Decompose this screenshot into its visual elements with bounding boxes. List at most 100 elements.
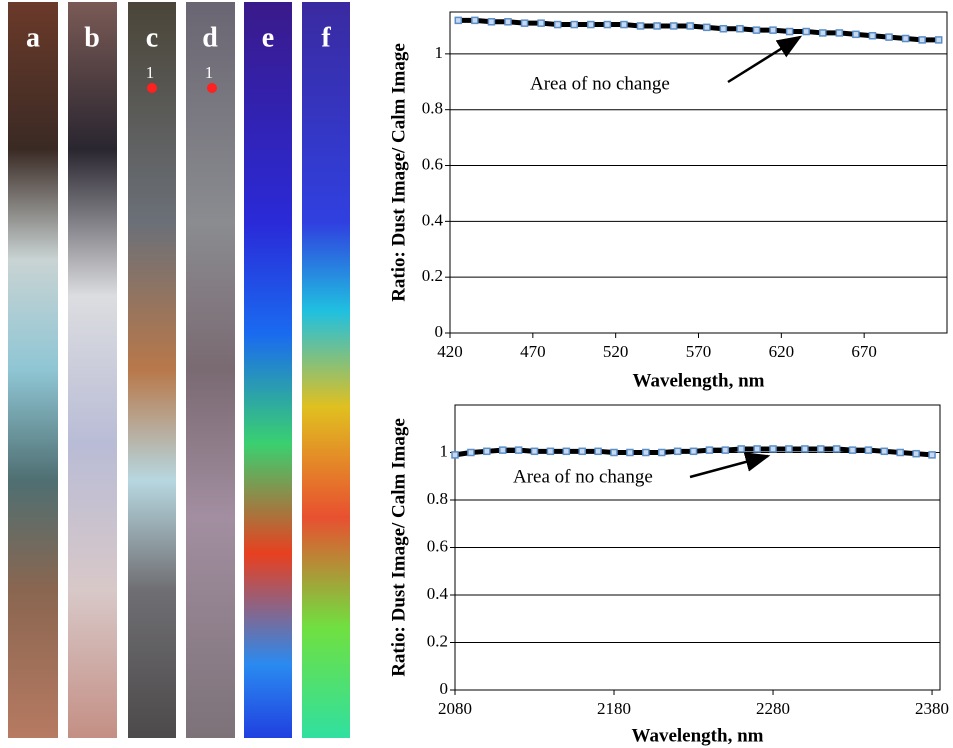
x-tick-label: 2380 xyxy=(915,699,949,718)
data-point xyxy=(816,445,825,453)
data-point xyxy=(537,19,545,27)
y-tick-label: 0.8 xyxy=(427,489,448,508)
data-point xyxy=(471,16,479,25)
panel-label: c xyxy=(146,22,158,53)
data-point xyxy=(553,20,562,29)
data-point xyxy=(603,20,612,29)
data-point xyxy=(832,445,841,453)
point-marker xyxy=(147,83,157,93)
y-tick-label: 0.8 xyxy=(422,99,443,118)
x-tick-label: 420 xyxy=(437,342,463,361)
data-point xyxy=(801,445,809,453)
marker-label: 1 xyxy=(205,63,214,82)
x-tick-label: 2080 xyxy=(438,699,472,718)
data-point xyxy=(880,447,889,456)
data-point xyxy=(504,18,512,26)
data-point xyxy=(483,447,491,456)
x-tick-label: 520 xyxy=(603,342,629,361)
image-strip xyxy=(244,2,292,738)
x-tick-label: 570 xyxy=(686,342,712,361)
data-point xyxy=(719,24,728,33)
y-tick-label: 0 xyxy=(435,322,444,341)
x-tick-label: 2280 xyxy=(756,699,790,718)
data-point xyxy=(642,448,650,457)
x-tick-label: 620 xyxy=(769,342,795,361)
data-point xyxy=(785,445,793,453)
panel-label: e xyxy=(262,22,274,53)
data-point xyxy=(736,24,744,33)
data-point xyxy=(451,451,459,459)
y-tick-label: 0.4 xyxy=(422,210,444,229)
x-tick-label: 2180 xyxy=(597,699,631,718)
y-axis-title: Ratio: Dust Image/ Calm Image xyxy=(388,43,409,302)
image-strip xyxy=(68,2,117,738)
data-point xyxy=(673,447,682,456)
data-point xyxy=(752,26,761,34)
data-point xyxy=(934,36,943,44)
plot-frame xyxy=(449,11,948,334)
x-axis-title: Wavelength, nm xyxy=(632,725,764,746)
data-point xyxy=(626,448,634,457)
y-axis-title: Ratio: Dust Image/ Calm Image xyxy=(388,418,409,677)
data-point xyxy=(928,451,936,459)
data-point xyxy=(570,20,578,29)
data-point xyxy=(467,448,475,457)
data-point xyxy=(514,446,523,454)
y-tick-label: 0 xyxy=(440,679,449,698)
annotation-arrow xyxy=(689,452,771,479)
y-tick-label: 0.6 xyxy=(427,536,448,555)
data-point xyxy=(737,445,745,453)
data-point xyxy=(769,445,777,453)
image-strips xyxy=(8,2,350,738)
data-point xyxy=(487,18,496,26)
data-point xyxy=(546,447,555,456)
x-axis-title: Wavelength, nm xyxy=(633,370,765,391)
data-point xyxy=(918,36,926,44)
x-tick-label: 670 xyxy=(851,342,877,361)
y-tick-label: 1 xyxy=(440,441,449,460)
panel-label: d xyxy=(202,22,218,53)
annotation: Area of no change xyxy=(530,73,670,94)
image-strip xyxy=(8,2,58,738)
data-point xyxy=(885,33,893,41)
data-point xyxy=(587,20,595,29)
data-point xyxy=(653,22,661,30)
image-strip xyxy=(302,2,350,738)
panel-label: f xyxy=(321,22,331,53)
data-point xyxy=(721,446,730,454)
data-point xyxy=(753,445,761,453)
data-point xyxy=(703,23,711,32)
data-point xyxy=(657,448,666,457)
annotation-arrow xyxy=(727,35,803,84)
data-point xyxy=(835,29,844,37)
data-point xyxy=(912,449,920,458)
data-point xyxy=(636,22,645,30)
data-point xyxy=(620,20,628,29)
y-tick-label: 0.4 xyxy=(427,584,449,603)
data-point xyxy=(852,30,860,39)
data-point xyxy=(610,448,618,457)
data-point xyxy=(689,447,698,456)
y-tick-label: 0.2 xyxy=(422,266,443,285)
panel-label: a xyxy=(26,22,40,53)
point-marker xyxy=(207,83,217,93)
data-point xyxy=(896,448,904,457)
data-point xyxy=(498,446,507,454)
marker-label: 1 xyxy=(146,63,155,82)
data-point xyxy=(785,27,794,36)
data-point xyxy=(686,22,694,30)
data-point xyxy=(594,447,602,456)
data-point xyxy=(705,446,714,454)
data-point xyxy=(769,26,777,34)
y-tick-label: 0.6 xyxy=(422,154,443,173)
data-line xyxy=(458,17,939,43)
data-point xyxy=(520,19,529,27)
data-point xyxy=(802,27,810,36)
data-point xyxy=(562,447,571,456)
y-tick-label: 0.2 xyxy=(427,631,448,650)
data-point xyxy=(669,22,678,30)
data-point xyxy=(868,31,877,40)
data-point xyxy=(530,447,539,456)
